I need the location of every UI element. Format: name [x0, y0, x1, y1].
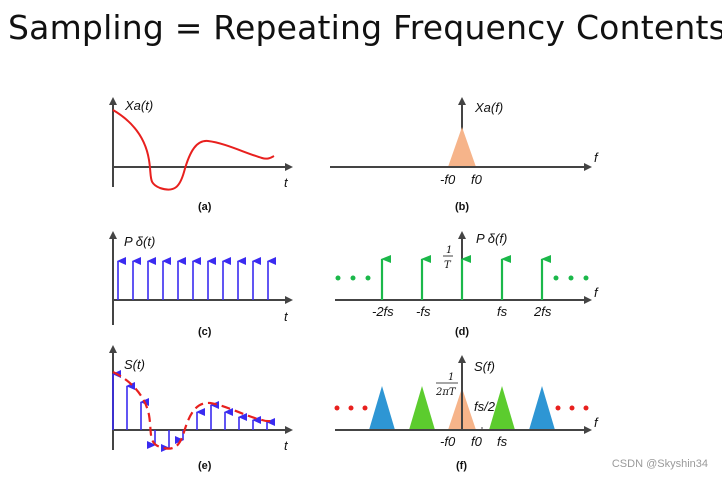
axis-label-f: f	[594, 150, 599, 165]
sample-stems	[112, 370, 275, 452]
spectrum-label: S(f)	[474, 359, 495, 374]
replica-fs	[489, 386, 515, 430]
axis-label-t: t	[284, 438, 289, 453]
caption-e: (e)	[198, 460, 212, 472]
axis-label-f: f	[594, 285, 599, 300]
axis-label-t: t	[284, 175, 289, 190]
tick-neg-2fs: -2fs	[372, 304, 394, 319]
signal-label: S(t)	[124, 357, 145, 372]
envelope-curve	[112, 371, 275, 450]
axis-label-t: t	[284, 309, 289, 324]
panel-e-sampled-signal: S(t) t (e)	[109, 345, 293, 472]
tick-fs: fs	[497, 434, 508, 449]
tick-f0: f0	[471, 434, 483, 449]
replica-2fs	[529, 386, 555, 430]
panel-f-sampled-spectrum: 1 2πT S(f) fs/2 f -f0 f0 fs (f)	[334, 355, 599, 472]
tick-f0: f0	[471, 172, 483, 187]
caption-f: (f)	[456, 460, 467, 472]
caption-a: (a)	[198, 201, 212, 213]
replica-neg-fs	[409, 386, 435, 430]
watermark: CSDN @Skyshin34	[611, 458, 708, 470]
panel-b-spectrum: Xa(f) f -f0 f0 (b)	[330, 97, 599, 213]
impulse-label: P δ(t)	[124, 234, 155, 249]
ellipsis-dots	[335, 275, 589, 281]
baseband-spectrum-triangle	[448, 127, 476, 167]
analog-signal-curve	[112, 109, 275, 191]
tick-neg-f0: -f0	[440, 172, 456, 187]
amplitude-numerator: 1	[448, 372, 454, 383]
amplitude-numerator: 1	[446, 245, 452, 256]
amplitude-denominator: 2πT	[435, 387, 457, 398]
panel-c-impulse-train: P δ(t) t (c)	[109, 231, 293, 338]
tick-neg-fs: -fs	[416, 304, 431, 319]
slide-title: Sampling = Repeating Frequency Contents	[8, 8, 722, 47]
ellipsis-dots	[334, 405, 589, 411]
spectral-impulses	[380, 255, 551, 300]
replica-neg-2fs	[369, 386, 395, 430]
spectrum-label: Xa(f)	[474, 100, 503, 115]
tick-neg-f0: -f0	[440, 434, 456, 449]
impulse-stems	[117, 257, 276, 300]
caption-c: (c)	[198, 326, 212, 338]
caption-b: (b)	[455, 201, 469, 213]
panel-d-impulse-spectrum: 1 T P δ(f) f -2fs -fs fs 2fs (d)	[335, 231, 599, 338]
amplitude-denominator: T	[444, 260, 452, 271]
panel-a-time-signal: Xa(t) t (a)	[109, 97, 293, 213]
half-sampling-freq: fs/2	[474, 399, 496, 414]
axis-label-f: f	[594, 415, 599, 430]
spectrum-label: P δ(f)	[476, 231, 507, 246]
tick-fs: fs	[497, 304, 508, 319]
signal-label: Xa(t)	[124, 98, 153, 113]
caption-d: (d)	[455, 326, 469, 338]
tick-2fs: 2fs	[533, 304, 552, 319]
